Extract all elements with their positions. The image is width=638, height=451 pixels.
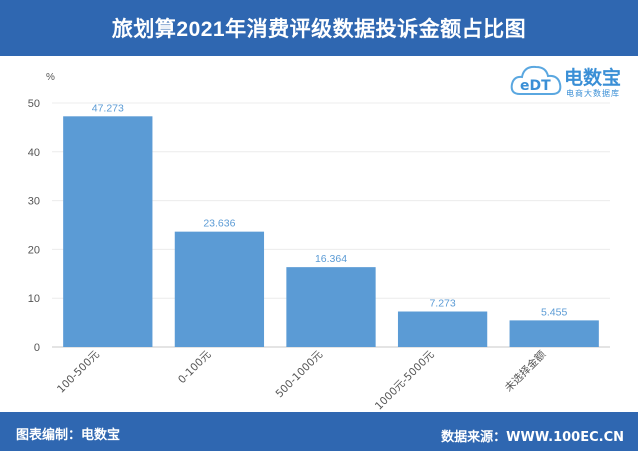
- x-tick-label: 500-1000元: [273, 348, 325, 400]
- y-tick-label: 10: [28, 293, 40, 305]
- data-label: 7.273: [429, 298, 455, 310]
- bar: [397, 311, 488, 347]
- watermark-text: 微信号: i100ec: [510, 390, 609, 406]
- footer-bar: 图表编制：电数宝 数据来源：WWW.100EC.CN: [0, 412, 638, 451]
- logo-brand: 电数宝: [564, 67, 622, 89]
- bar: [509, 320, 599, 347]
- y-axis-unit: %: [46, 72, 55, 83]
- x-tick-label: 100-500元: [55, 348, 102, 395]
- y-tick-label: 20: [28, 244, 40, 256]
- data-label: 47.273: [92, 102, 124, 114]
- bar: [174, 231, 265, 347]
- logo-mark: eDT: [520, 78, 551, 94]
- data-label: 5.455: [541, 306, 567, 318]
- edt-logo: eDT 电数宝 电商大数据库: [510, 60, 634, 102]
- x-tick-label: 0-100元: [176, 348, 214, 386]
- wechat-icon: [486, 389, 504, 405]
- y-tick-label: 50: [28, 98, 40, 110]
- y-tick-label: 40: [28, 147, 40, 159]
- chart-area: % 0 10 20 30 40 50 47.273 100-500元 23.636 0-100元 16…: [0, 56, 638, 412]
- bar: [63, 116, 153, 347]
- footer-author: 图表编制：电数宝: [16, 428, 121, 443]
- header-bar: 旅划算2021年消费评级数据投诉金额占比图: [0, 0, 638, 56]
- chart-title: 旅划算2021年消费评级数据投诉金额占比图: [111, 18, 527, 41]
- data-label: 16.364: [315, 253, 347, 265]
- wechat-watermark: 微信号: i100ec: [486, 386, 608, 408]
- x-tick-label: 1000元-5000元: [373, 348, 437, 412]
- y-tick-label: 30: [28, 196, 40, 208]
- data-label: 23.636: [203, 218, 235, 230]
- bar: [286, 267, 376, 347]
- logo-subtitle: 电商大数据库: [566, 89, 620, 98]
- cloud-logo-icon: eDT: [510, 65, 562, 95]
- y-tick-label: 0: [34, 342, 40, 354]
- footer-source: 数据来源：WWW.100EC.CN: [441, 430, 624, 445]
- bar-chart: % 0 10 20 30 40 50 47.273 100-500元 23.636 0-100元 16…: [28, 72, 610, 412]
